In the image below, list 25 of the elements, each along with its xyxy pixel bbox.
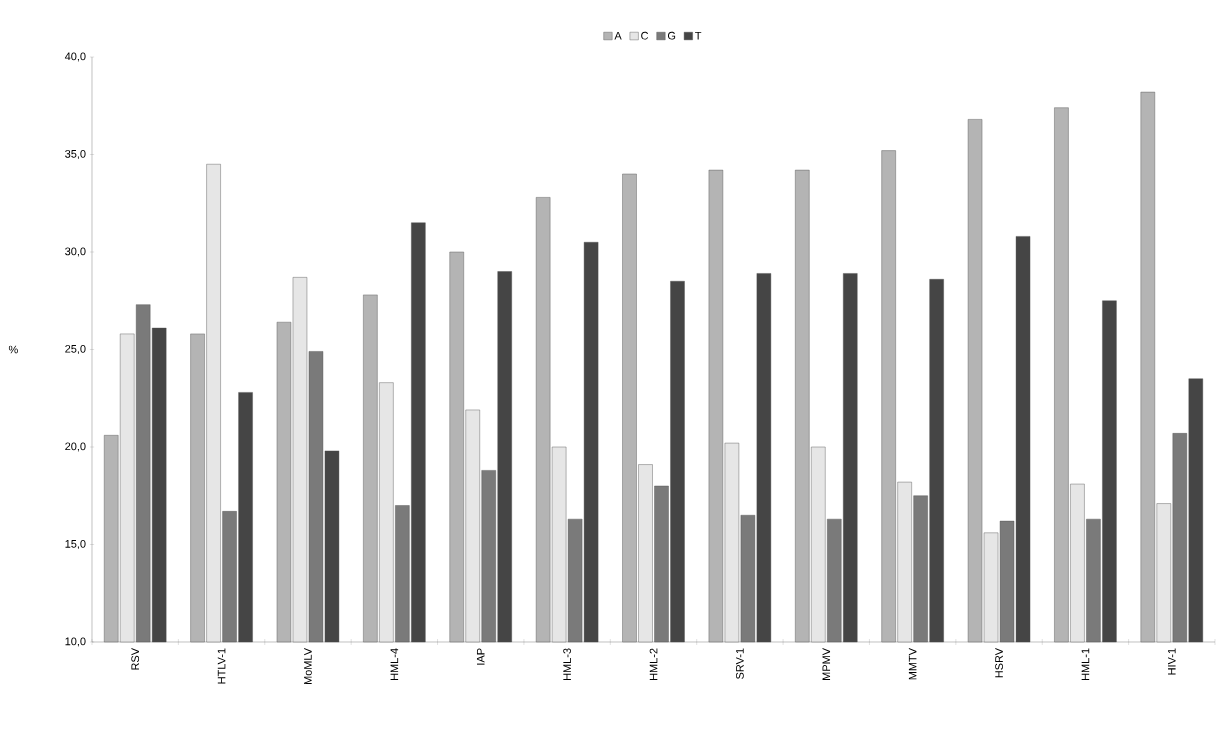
legend-label: G <box>667 31 676 40</box>
legend-label: C <box>641 31 649 40</box>
x-tick-label: MMTV <box>908 648 917 680</box>
x-tick-label: SRV-1 <box>736 648 744 679</box>
y-tick-label: 25,0 <box>65 344 86 355</box>
x-tick-label: HIV-1 <box>1168 648 1176 675</box>
y-axis-title: % <box>8 345 18 354</box>
y-tick-label: 30,0 <box>65 247 86 257</box>
y-tick-label: 10,0 <box>65 637 86 647</box>
x-tick-label: MPMV <box>822 648 831 680</box>
y-tick-label: 20,0 <box>65 442 86 452</box>
x-tick-label: HML-1 <box>1081 648 1090 680</box>
x-tick-label: HTLV-1 <box>217 648 226 684</box>
legend-label: A <box>614 31 622 40</box>
y-tick-label: 35,0 <box>65 149 86 160</box>
x-tick-label: MoMLV <box>304 648 312 685</box>
x-tick-label: HML-4 <box>390 648 399 680</box>
legend-label: T <box>695 31 702 40</box>
x-tick-label: RSV <box>131 648 140 670</box>
x-tick-label: HML-3 <box>563 648 571 680</box>
y-tick-label: 15,0 <box>65 539 86 550</box>
x-tick-label: IAP <box>476 648 485 665</box>
x-tick-label: HSRV <box>995 648 1003 678</box>
y-tick-label: 40,0 <box>64 52 86 62</box>
x-tick-label: HML-2 <box>649 648 658 680</box>
